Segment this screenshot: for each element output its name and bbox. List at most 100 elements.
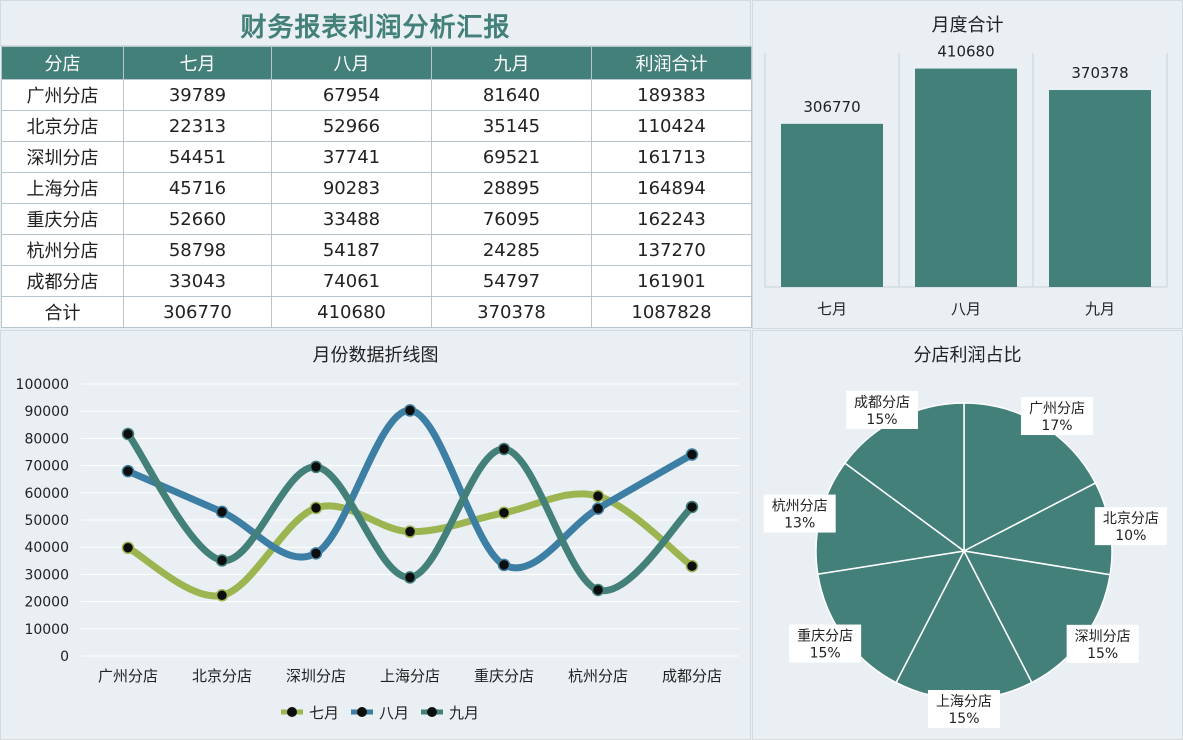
table-cell[interactable]: 24285 (431, 234, 592, 266)
table-cell[interactable]: 45716 (123, 172, 272, 204)
bar-七月 (781, 123, 883, 288)
y-tick-label: 90000 (24, 404, 69, 420)
table-row: 成都分店 33043 74061 54797 161901 (1, 265, 752, 297)
table-cell[interactable]: 39789 (123, 79, 272, 111)
pie-label-name: 北京分店 (1103, 511, 1159, 527)
y-tick-label: 70000 (24, 459, 69, 475)
legend-swatch-marker (287, 707, 297, 717)
table-cell[interactable]: 162243 (591, 203, 752, 235)
table-row: 深圳分店 54451 37741 69521 161713 (1, 141, 752, 173)
data-point-七月 (121, 541, 135, 555)
table-cell[interactable]: 33488 (271, 203, 432, 235)
y-tick-label: 100000 (16, 377, 69, 393)
table-cell[interactable]: 上海分店 (1, 172, 124, 204)
table-row: 北京分店 22313 52966 35145 110424 (1, 110, 752, 142)
x-tick-label: 杭州分店 (568, 667, 628, 685)
table-row: 杭州分店 58798 54187 24285 137270 (1, 234, 752, 266)
data-point-八月 (215, 505, 229, 519)
data-point-七月 (497, 506, 511, 520)
y-tick-label: 80000 (24, 431, 69, 447)
pie-chart: 广州分店17%北京分店10%深圳分店15%上海分店15%重庆分店15%杭州分店1… (763, 390, 1167, 728)
x-tick-label: 深圳分店 (286, 667, 346, 685)
table-cell[interactable]: 90283 (271, 172, 432, 204)
table-cell[interactable]: 杭州分店 (1, 234, 124, 266)
table-cell[interactable]: 北京分店 (1, 110, 124, 142)
bar-九月 (1049, 90, 1151, 287)
table-cell[interactable]: 370378 (431, 296, 592, 328)
table-row: 广州分店 39789 67954 81640 189383 (1, 79, 752, 111)
table-cell[interactable]: 52660 (123, 203, 272, 235)
col-header-profit-total: 利润合计 (591, 46, 752, 80)
table-cell[interactable]: 1087828 (591, 296, 752, 328)
bar-data-label: 410680 (937, 43, 994, 61)
bar-category-label: 九月 (1085, 300, 1115, 318)
table-cell[interactable]: 37741 (271, 141, 432, 173)
table-cell[interactable]: 52966 (271, 110, 432, 142)
table-cell[interactable]: 35145 (431, 110, 592, 142)
col-header-july: 七月 (123, 46, 272, 80)
line-chart-title: 月份数据折线图 (312, 345, 439, 366)
table-cell[interactable]: 69521 (431, 141, 592, 173)
data-point-八月 (309, 547, 323, 560)
data-point-九月 (215, 554, 229, 567)
table-cell[interactable]: 81640 (431, 79, 592, 111)
table-cell[interactable]: 54797 (431, 265, 592, 297)
data-point-九月 (309, 460, 323, 474)
data-point-九月 (591, 583, 605, 597)
data-point-八月 (497, 558, 511, 572)
bar-category-label: 八月 (951, 300, 981, 318)
table-cell[interactable]: 137270 (591, 234, 752, 266)
table-cell[interactable]: 164894 (591, 172, 752, 204)
x-tick-label: 成都分店 (662, 667, 722, 685)
data-point-七月 (685, 559, 699, 573)
pie-label-name: 广州分店 (1029, 401, 1085, 417)
col-header-september: 九月 (431, 46, 592, 80)
table-cell[interactable]: 306770 (123, 296, 272, 328)
data-point-八月 (403, 404, 417, 417)
table-cell[interactable]: 161901 (591, 265, 752, 297)
table-row: 重庆分店 52660 33488 76095 162243 (1, 203, 752, 235)
data-point-九月 (497, 442, 511, 456)
table-cell[interactable]: 58798 (123, 234, 272, 266)
pie-label-name: 上海分店 (936, 694, 992, 710)
pie-label-box (1094, 507, 1167, 546)
table-cell[interactable]: 74061 (271, 265, 432, 297)
table-cell[interactable]: 67954 (271, 79, 432, 111)
table-cell[interactable]: 161713 (591, 141, 752, 173)
x-tick-label: 广州分店 (98, 667, 158, 685)
pie-label-box (845, 390, 918, 429)
data-point-八月 (591, 502, 605, 515)
bar-chart-title: 月度合计 (931, 15, 1004, 36)
table-cell[interactable]: 76095 (431, 203, 592, 235)
bar-八月 (915, 68, 1017, 287)
bar-chart-panel: 月度合计 306770 七月 410680 八月 370378 九月 (752, 0, 1183, 329)
legend-label: 七月 (309, 704, 339, 722)
table-cell[interactable]: 33043 (123, 265, 272, 297)
table-cell[interactable]: 成都分店 (1, 265, 124, 297)
y-tick-label: 10000 (24, 622, 69, 638)
y-tick-label: 50000 (24, 513, 69, 529)
table-cell[interactable]: 110424 (591, 110, 752, 142)
pie-label-percent: 15% (810, 646, 841, 662)
data-point-九月 (121, 427, 135, 441)
table-cell[interactable]: 189383 (591, 79, 752, 111)
pie-label-box (763, 494, 836, 533)
series-line-八月 (124, 406, 696, 572)
bar-data-label: 306770 (803, 98, 860, 116)
profit-table: 分店 七月 八月 九月 利润合计 广州分店 39789 67954 81640 1893… (1, 46, 752, 328)
pie-label-box (789, 624, 862, 663)
table-cell[interactable]: 合计 (1, 296, 124, 328)
bar-chart: 306770 七月 410680 八月 370378 九月 (764, 43, 1168, 318)
table-cell[interactable]: 22313 (123, 110, 272, 142)
legend-swatch-marker (357, 707, 367, 717)
table-cell[interactable]: 54451 (123, 141, 272, 173)
data-point-八月 (685, 448, 699, 461)
table-cell[interactable]: 重庆分店 (1, 203, 124, 235)
table-cell[interactable]: 广州分店 (1, 79, 124, 111)
table-cell[interactable]: 28895 (431, 172, 592, 204)
table-cell[interactable]: 深圳分店 (1, 141, 124, 173)
pie-label-name: 杭州分店 (772, 499, 828, 515)
table-cell[interactable]: 410680 (271, 296, 432, 328)
table-total-row: 合计 306770 410680 370378 1087828 (1, 296, 752, 328)
table-cell[interactable]: 54187 (271, 234, 432, 266)
